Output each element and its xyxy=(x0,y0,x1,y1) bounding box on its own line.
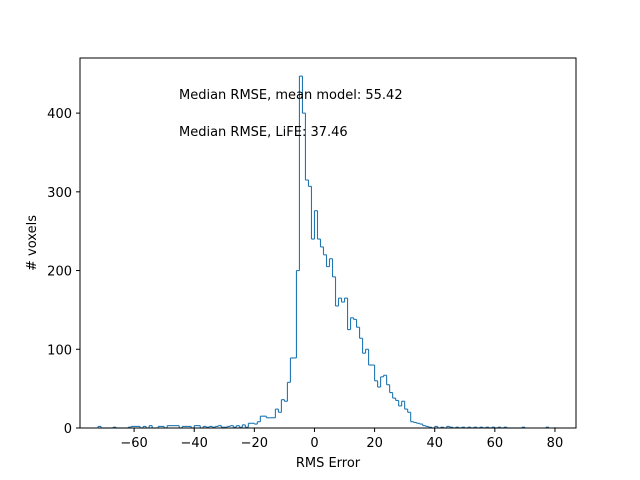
x-tick-label: −20 xyxy=(241,436,268,451)
x-tick-label: 0 xyxy=(310,436,318,451)
annotation-life: Median RMSE, LiFE: 37.46 xyxy=(179,125,348,140)
x-tick-label: −60 xyxy=(120,436,147,451)
x-axis-label: RMS Error xyxy=(296,456,361,471)
y-axis-ticks: 0 100 200 300 400 xyxy=(47,107,80,437)
x-tick-label: 60 xyxy=(487,436,504,451)
y-tick-label: 300 xyxy=(47,186,72,201)
x-tick-label: 20 xyxy=(366,436,383,451)
y-axis-label: # voxels xyxy=(25,215,40,271)
plot-frame xyxy=(79,57,577,429)
annotation-mean-model: Median RMSE, mean model: 55.42 xyxy=(179,88,403,103)
y-tick-label: 400 xyxy=(47,107,72,122)
x-tick-label: 40 xyxy=(426,436,443,451)
x-tick-label: 80 xyxy=(547,436,564,451)
y-tick-label: 200 xyxy=(47,265,72,280)
histogram-marks xyxy=(97,75,556,429)
y-tick-label: 100 xyxy=(47,343,72,358)
x-tick-label: −40 xyxy=(181,436,208,451)
x-axis-ticks: −60 −40 −20 0 20 40 60 80 xyxy=(120,428,563,451)
y-tick-label: 0 xyxy=(64,422,72,437)
